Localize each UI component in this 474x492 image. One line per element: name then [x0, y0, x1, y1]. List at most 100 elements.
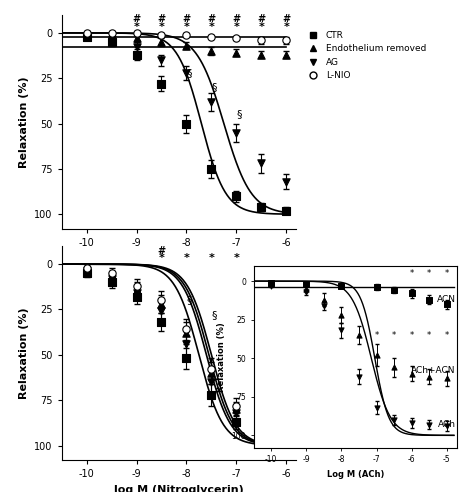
Point: [267, 278, 275, 286]
Point: [133, 43, 140, 51]
Point: [208, 47, 215, 55]
X-axis label: Log M (ACh): Log M (ACh): [327, 470, 384, 479]
Text: *: *: [233, 22, 239, 31]
Point: [158, 318, 165, 326]
Text: #: #: [182, 14, 191, 24]
Point: [373, 283, 380, 291]
Point: [408, 419, 416, 427]
Y-axis label: Relaxation (%): Relaxation (%): [18, 307, 28, 399]
Point: [373, 351, 380, 359]
Point: [302, 285, 310, 293]
Text: *: *: [233, 253, 239, 263]
Point: [208, 369, 215, 377]
Point: [233, 34, 240, 42]
Point: [391, 364, 398, 371]
Point: [182, 120, 190, 127]
X-axis label: log M (Nitroglycerin): log M (Nitroglycerin): [114, 485, 244, 492]
Point: [283, 436, 290, 444]
Point: [133, 293, 140, 301]
Text: *: *: [392, 331, 396, 339]
Y-axis label: Relaxation (%): Relaxation (%): [18, 76, 28, 168]
Point: [158, 80, 165, 88]
Text: *: *: [445, 269, 449, 278]
Point: [158, 31, 165, 39]
Text: *: *: [410, 269, 414, 278]
Point: [182, 326, 190, 334]
Point: [158, 300, 165, 308]
Point: [391, 416, 398, 424]
Point: [208, 391, 215, 399]
Point: [108, 275, 115, 282]
Point: [133, 282, 140, 290]
Point: [337, 282, 345, 290]
Point: [208, 366, 215, 373]
Point: [426, 296, 433, 304]
Point: [208, 98, 215, 106]
Point: [267, 280, 275, 288]
Point: [257, 432, 265, 440]
Point: [182, 31, 190, 39]
Point: [108, 269, 115, 277]
Point: [208, 165, 215, 173]
Point: [233, 405, 240, 413]
Point: [257, 425, 265, 433]
Point: [337, 327, 345, 335]
Point: [257, 159, 265, 167]
Point: [355, 373, 363, 381]
Point: [158, 308, 165, 315]
Point: [108, 29, 115, 37]
Point: [320, 296, 328, 304]
Point: [283, 434, 290, 442]
Y-axis label: Relaxation (%): Relaxation (%): [217, 322, 226, 392]
Point: [355, 331, 363, 339]
Text: *: *: [183, 22, 189, 31]
Point: [208, 32, 215, 40]
Point: [283, 434, 290, 442]
Text: #: #: [232, 14, 240, 24]
Point: [133, 34, 140, 42]
Point: [257, 429, 265, 437]
Point: [391, 286, 398, 294]
Text: §: §: [211, 82, 217, 92]
Point: [233, 409, 240, 417]
Point: [233, 129, 240, 137]
Point: [108, 38, 115, 46]
Legend: CTR, Endothelium removed, AG, L-NIO: CTR, Endothelium removed, AG, L-NIO: [303, 30, 427, 81]
Text: ACN: ACN: [437, 295, 456, 304]
Point: [373, 403, 380, 411]
Point: [83, 31, 91, 39]
Point: [283, 207, 290, 215]
Text: §: §: [211, 310, 217, 320]
Text: *: *: [410, 331, 414, 339]
Point: [233, 418, 240, 426]
Point: [426, 421, 433, 429]
Point: [182, 42, 190, 50]
Text: *: *: [209, 253, 214, 263]
Point: [83, 264, 91, 272]
Text: *: *: [427, 269, 431, 278]
Point: [83, 32, 91, 40]
Point: [108, 36, 115, 44]
Text: #: #: [207, 14, 216, 24]
Point: [158, 38, 165, 46]
Text: *: *: [283, 22, 289, 31]
Point: [133, 51, 140, 59]
Point: [182, 340, 190, 348]
Point: [233, 401, 240, 409]
Point: [108, 32, 115, 40]
Point: [182, 69, 190, 77]
Point: [182, 355, 190, 363]
Point: [83, 32, 91, 40]
Point: [83, 266, 91, 274]
Point: [337, 311, 345, 319]
X-axis label: Log M (ACh): Log M (ACh): [141, 253, 217, 263]
Point: [257, 203, 265, 211]
Text: #: #: [157, 246, 165, 255]
Text: *: *: [209, 22, 214, 31]
Point: [302, 288, 310, 296]
Text: #: #: [157, 14, 165, 24]
Point: [133, 285, 140, 293]
Text: §: §: [237, 110, 242, 120]
Point: [443, 374, 451, 382]
Point: [257, 427, 265, 435]
